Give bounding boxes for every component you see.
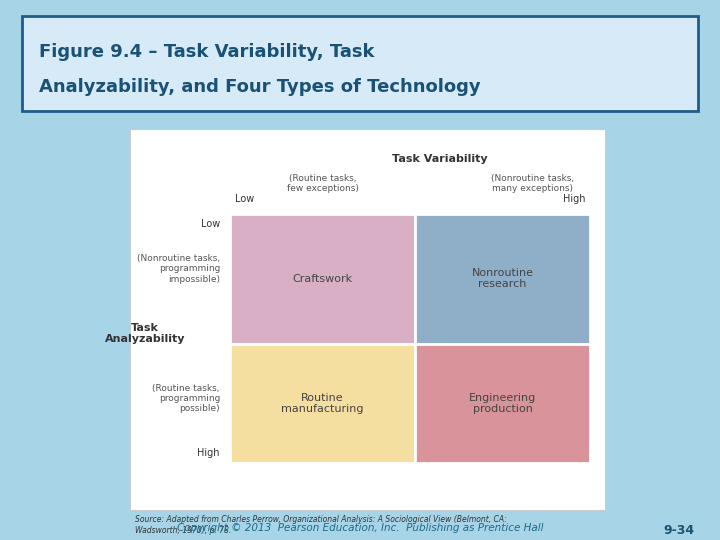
Bar bbox=[230, 214, 415, 343]
Text: (Routine tasks,
few exceptions): (Routine tasks, few exceptions) bbox=[287, 174, 359, 193]
FancyBboxPatch shape bbox=[22, 16, 698, 111]
Bar bbox=[415, 343, 590, 463]
Text: High: High bbox=[197, 448, 220, 458]
Text: Low: Low bbox=[201, 219, 220, 229]
Text: Figure 9.4 – Task Variability, Task: Figure 9.4 – Task Variability, Task bbox=[39, 43, 374, 60]
Text: 9-34: 9-34 bbox=[664, 524, 695, 537]
Text: Craftswork: Craftswork bbox=[292, 274, 353, 284]
Text: Task Variability: Task Variability bbox=[392, 154, 488, 164]
Text: (Nonroutine tasks,
many exceptions): (Nonroutine tasks, many exceptions) bbox=[491, 174, 574, 193]
Text: Analyzability, and Four Types of Technology: Analyzability, and Four Types of Technol… bbox=[39, 78, 480, 96]
Text: Copyright © 2013  Pearson Education, Inc.  Publishing as Prentice Hall: Copyright © 2013 Pearson Education, Inc.… bbox=[176, 523, 544, 533]
Text: Routine
manufacturing: Routine manufacturing bbox=[282, 393, 364, 414]
Text: (Nonroutine tasks,
programming
impossible): (Nonroutine tasks, programming impossibl… bbox=[137, 254, 220, 284]
Bar bbox=[415, 214, 590, 343]
Text: Nonroutine
research: Nonroutine research bbox=[472, 268, 534, 289]
Bar bbox=[130, 129, 605, 510]
Bar bbox=[230, 343, 415, 463]
Text: (Routine tasks,
programming
possible): (Routine tasks, programming possible) bbox=[153, 383, 220, 414]
Text: Engineering
production: Engineering production bbox=[469, 393, 536, 414]
Text: High: High bbox=[562, 194, 585, 204]
Text: Source: Adapted from Charles Perrow, Organizational Analysis: A Sociological Vie: Source: Adapted from Charles Perrow, Org… bbox=[135, 515, 507, 535]
Text: Low: Low bbox=[235, 194, 254, 204]
Text: Task
Analyzability: Task Analyzability bbox=[104, 323, 185, 345]
